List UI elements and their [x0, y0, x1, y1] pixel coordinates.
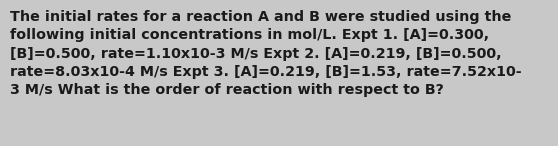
Text: The initial rates for a reaction A and B were studied using the
following initia: The initial rates for a reaction A and B…	[10, 10, 522, 97]
